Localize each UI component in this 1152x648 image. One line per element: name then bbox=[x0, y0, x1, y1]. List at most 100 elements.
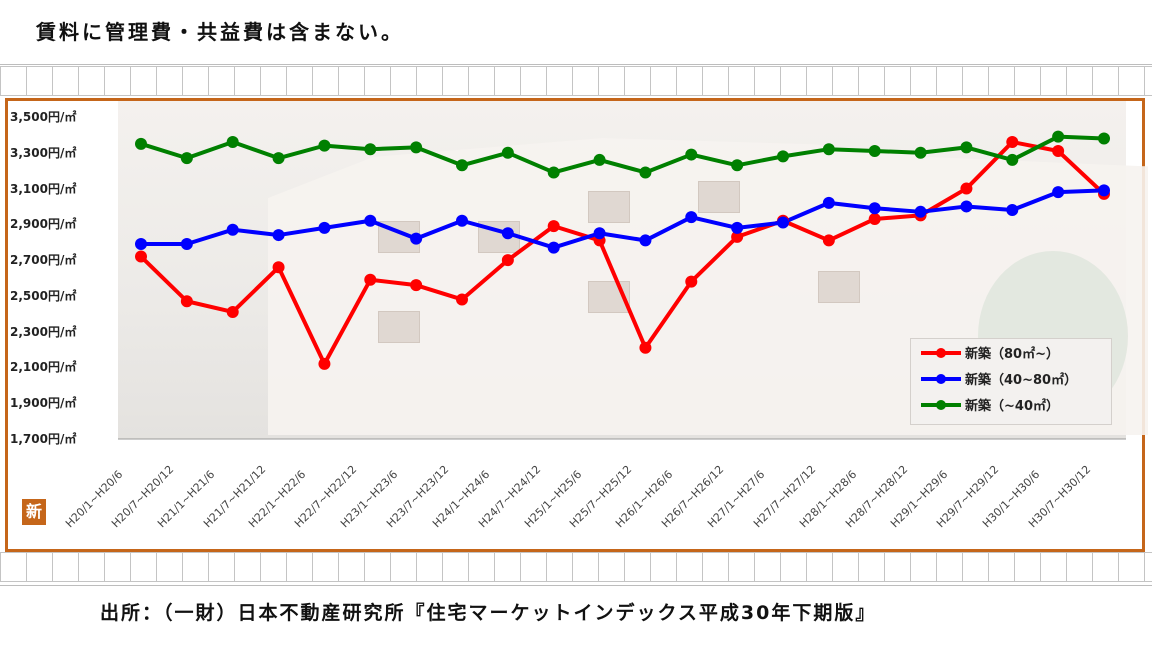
chart-frame: 1,700円/㎡ 1,900円/㎡ 2,100円/㎡ 2,300円/㎡ 2,500円/㎡… bbox=[5, 98, 1148, 552]
data-point bbox=[318, 221, 331, 234]
y-tick-label: 1,700円/㎡ bbox=[10, 432, 77, 446]
y-tick-label: 2,500円/㎡ bbox=[10, 288, 77, 303]
data-point bbox=[868, 144, 881, 157]
legend: 新築（80㎡~） 新築（40~80㎡） 新築（~40㎡） bbox=[910, 338, 1112, 425]
data-point bbox=[1098, 132, 1110, 145]
source-text: 出所：（一財）日本不動産研究所『住宅マーケットインデックス平成30年下期版』 bbox=[100, 602, 877, 624]
data-point bbox=[1006, 136, 1019, 149]
data-point bbox=[456, 214, 468, 227]
data-point bbox=[822, 196, 835, 209]
data-point bbox=[180, 152, 193, 165]
y-tick-label: 2,900円/㎡ bbox=[10, 217, 77, 232]
divider-top bbox=[0, 64, 1152, 65]
data-point bbox=[914, 146, 927, 159]
data-point bbox=[822, 234, 835, 247]
data-point bbox=[914, 205, 927, 218]
series-lines bbox=[139, 134, 1106, 366]
data-point bbox=[135, 238, 147, 251]
window-shape bbox=[698, 181, 740, 213]
data-point bbox=[593, 153, 606, 166]
legend-item-40-80: 新築（40~80㎡） bbox=[919, 369, 1109, 391]
data-point bbox=[226, 223, 239, 236]
data-point bbox=[639, 166, 652, 179]
data-point bbox=[501, 254, 514, 267]
series-line-1 bbox=[141, 188, 1105, 250]
data-point bbox=[1052, 144, 1065, 157]
data-point bbox=[1052, 130, 1065, 143]
window-shape bbox=[818, 271, 860, 303]
data-point bbox=[777, 150, 789, 163]
data-point bbox=[1006, 153, 1019, 166]
data-point bbox=[410, 141, 423, 154]
series-line-0 bbox=[139, 140, 1106, 366]
data-point bbox=[501, 146, 514, 159]
data-point bbox=[868, 212, 881, 225]
grid-band-top bbox=[0, 66, 1152, 96]
data-point bbox=[226, 136, 239, 149]
legend-swatch-red bbox=[921, 348, 961, 358]
data-point bbox=[960, 182, 973, 195]
data-point bbox=[639, 234, 652, 247]
data-point bbox=[410, 279, 423, 292]
data-point bbox=[639, 341, 652, 354]
data-point bbox=[318, 357, 331, 370]
data-point bbox=[685, 275, 698, 288]
window-shape bbox=[378, 311, 420, 343]
data-point bbox=[731, 230, 744, 243]
data-point bbox=[685, 148, 698, 161]
line-chart bbox=[118, 130, 1126, 440]
data-point bbox=[272, 261, 285, 274]
data-point bbox=[226, 305, 239, 318]
data-point bbox=[135, 137, 147, 150]
y-tick-label: 2,100円/㎡ bbox=[10, 360, 77, 375]
y-tick-label: 2,300円/㎡ bbox=[10, 324, 77, 339]
legend-label: 新築（80㎡~） bbox=[965, 347, 1059, 362]
data-point bbox=[868, 202, 881, 215]
data-point bbox=[822, 143, 835, 156]
data-point bbox=[960, 141, 973, 154]
legend-item-80: 新築（80㎡~） bbox=[919, 343, 1109, 365]
divider-bottom bbox=[0, 585, 1152, 586]
data-point bbox=[272, 229, 285, 242]
plot-background bbox=[118, 101, 1148, 439]
data-point bbox=[135, 250, 147, 263]
y-tick-label: 3,100円/㎡ bbox=[10, 181, 77, 196]
data-point bbox=[1006, 204, 1019, 217]
data-point bbox=[410, 232, 423, 245]
legend-swatch-green bbox=[921, 400, 961, 410]
data-point bbox=[364, 273, 377, 286]
y-tick-label: 3,300円/㎡ bbox=[10, 145, 77, 160]
data-point bbox=[318, 139, 331, 152]
data-point bbox=[547, 166, 560, 179]
legend-swatch-blue bbox=[921, 374, 961, 384]
series-points bbox=[135, 130, 1110, 370]
data-point bbox=[456, 293, 468, 306]
window-shape bbox=[588, 191, 630, 223]
data-point bbox=[593, 227, 606, 240]
data-point bbox=[777, 216, 789, 229]
series-line-2 bbox=[140, 134, 1105, 175]
data-point bbox=[456, 159, 468, 172]
data-point bbox=[364, 143, 377, 156]
legend-item-40: 新築（~40㎡） bbox=[919, 395, 1109, 417]
legend-label: 新築（40~80㎡） bbox=[965, 373, 1078, 388]
grid-band-bottom bbox=[0, 552, 1152, 582]
data-point bbox=[685, 211, 698, 224]
data-point bbox=[364, 214, 377, 227]
data-point bbox=[1052, 186, 1065, 199]
data-point bbox=[731, 159, 744, 172]
data-point bbox=[960, 200, 973, 213]
y-tick-label: 2,700円/㎡ bbox=[10, 253, 77, 268]
legend-label: 新築（~40㎡） bbox=[965, 399, 1059, 414]
data-point bbox=[547, 220, 560, 233]
data-point bbox=[547, 241, 560, 254]
data-point bbox=[272, 152, 285, 165]
note-text: 賃料に管理費・共益費は含まない。 bbox=[36, 20, 404, 44]
data-point bbox=[180, 238, 193, 251]
data-point bbox=[731, 221, 744, 234]
y-tick-label: 1,900円/㎡ bbox=[10, 396, 77, 411]
data-point bbox=[180, 295, 193, 308]
new-badge: 新 bbox=[22, 499, 46, 525]
data-point bbox=[1098, 184, 1110, 197]
data-point bbox=[501, 227, 514, 240]
